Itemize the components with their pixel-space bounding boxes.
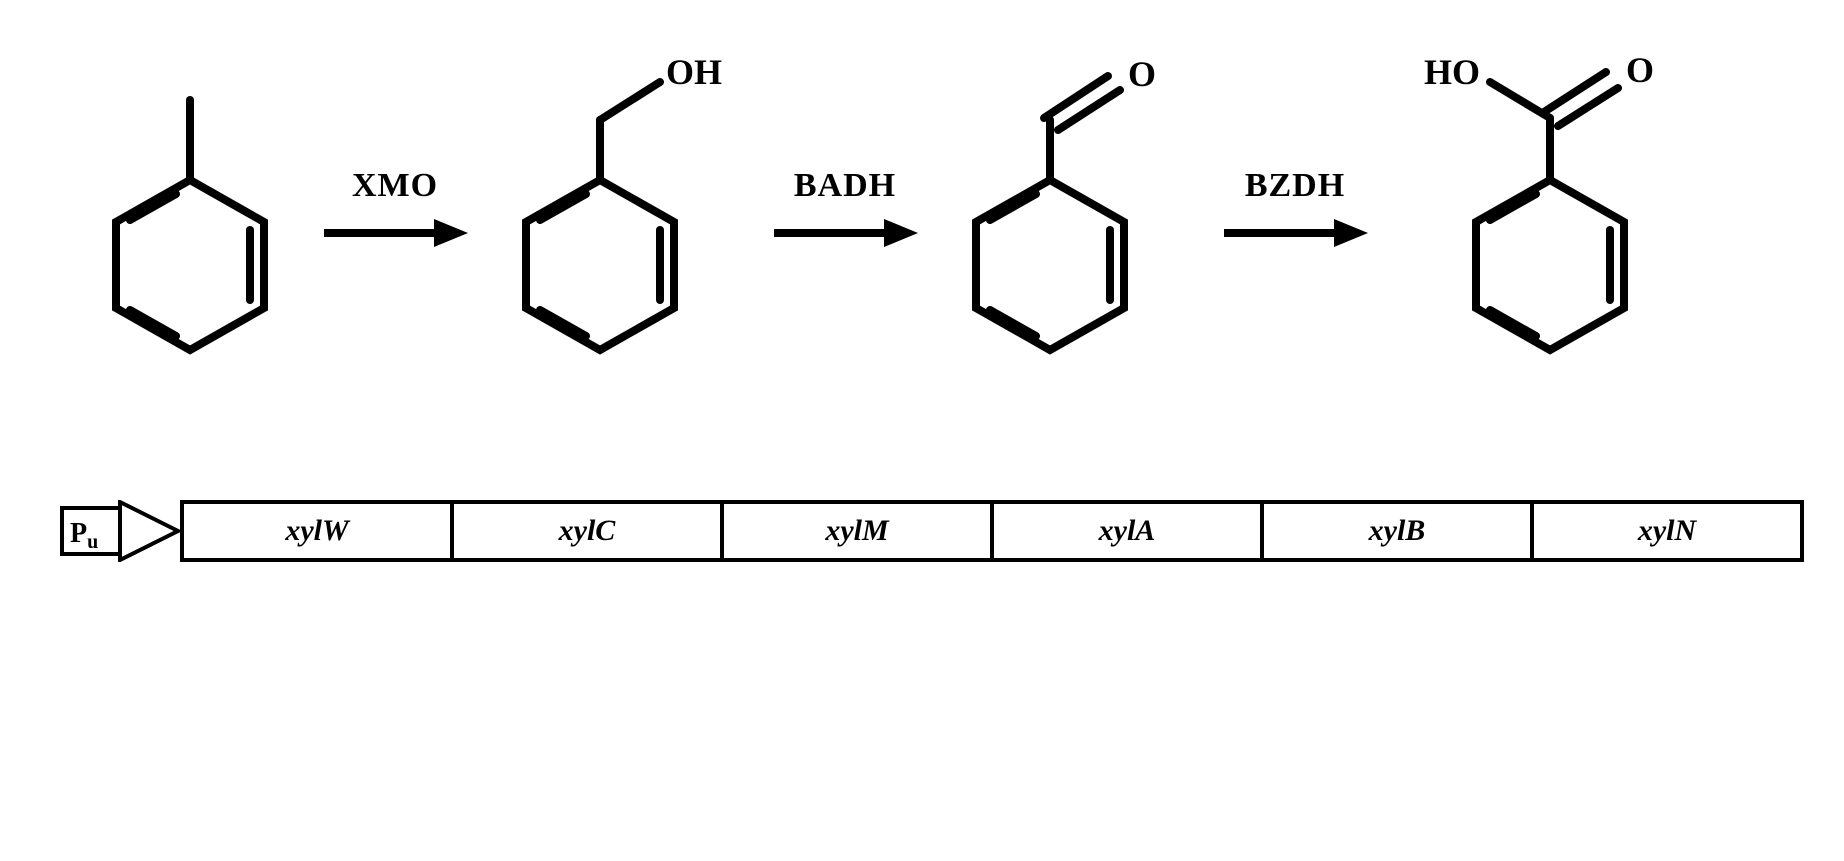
molecule-benzoic-acid: HO O — [1390, 40, 1710, 380]
enzyme-label-badh: BADH — [794, 167, 896, 205]
gene-cassette: xylW xylC xylM xylA xylB xylN — [180, 500, 1804, 562]
operon-diagram: Pu xylW xylC xylM xylA xylB xylN — [60, 500, 1804, 562]
gene-xylb: xylB — [1264, 504, 1534, 558]
label-o: O — [1626, 50, 1654, 90]
enzyme-label-bzdh: BZDH — [1245, 167, 1345, 205]
label-o: O — [1128, 54, 1156, 94]
label-ho: HO — [1424, 52, 1480, 92]
gene-xylm: xylM — [724, 504, 994, 558]
reaction-step-1: XMO — [320, 167, 470, 253]
reaction-pathway: XMO OH BADH — [40, 40, 1804, 380]
promoter-block: Pu — [60, 500, 180, 562]
arrow-icon — [320, 213, 470, 253]
gene-xyla: xylA — [994, 504, 1264, 558]
molecule-toluene — [80, 40, 300, 380]
molecule-benzaldehyde: O — [940, 40, 1200, 380]
reaction-step-3: BZDH — [1220, 167, 1370, 253]
label-oh: OH — [666, 52, 722, 92]
reaction-step-2: BADH — [770, 167, 920, 253]
arrow-icon — [770, 213, 920, 253]
gene-xylw: xylW — [184, 504, 454, 558]
gene-xylc: xylC — [454, 504, 724, 558]
gene-xyln: xylN — [1534, 504, 1800, 558]
enzyme-label-xmo: XMO — [352, 167, 438, 205]
arrow-icon — [1220, 213, 1370, 253]
molecule-benzyl-alcohol: OH — [490, 40, 750, 380]
